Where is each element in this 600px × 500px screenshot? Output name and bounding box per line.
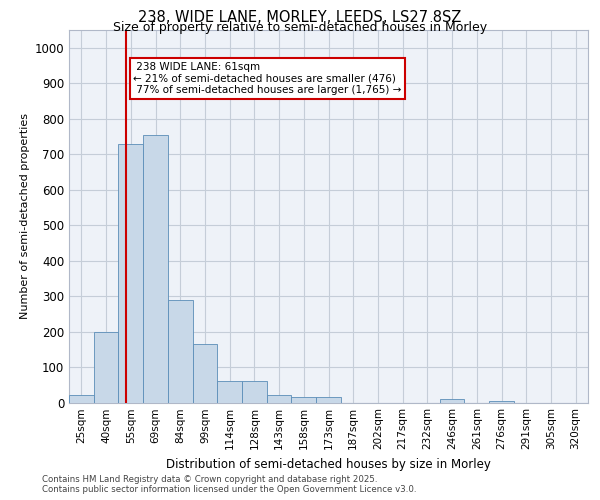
Bar bbox=[69, 396, 94, 402]
Bar bbox=[143, 134, 168, 402]
Text: Size of property relative to semi-detached houses in Morley: Size of property relative to semi-detach… bbox=[113, 21, 487, 34]
X-axis label: Distribution of semi-detached houses by size in Morley: Distribution of semi-detached houses by … bbox=[166, 458, 491, 471]
Bar bbox=[118, 144, 143, 402]
Text: Contains HM Land Registry data © Crown copyright and database right 2025.
Contai: Contains HM Land Registry data © Crown c… bbox=[42, 474, 416, 494]
Bar bbox=[94, 332, 118, 402]
Bar bbox=[440, 399, 464, 402]
Bar bbox=[292, 397, 316, 402]
Bar bbox=[217, 381, 242, 402]
Y-axis label: Number of semi-detached properties: Number of semi-detached properties bbox=[20, 114, 31, 320]
Bar bbox=[489, 400, 514, 402]
Text: 238 WIDE LANE: 61sqm
← 21% of semi-detached houses are smaller (476)
 77% of sem: 238 WIDE LANE: 61sqm ← 21% of semi-detac… bbox=[133, 62, 401, 95]
Bar bbox=[168, 300, 193, 403]
Text: 238, WIDE LANE, MORLEY, LEEDS, LS27 8SZ: 238, WIDE LANE, MORLEY, LEEDS, LS27 8SZ bbox=[139, 10, 461, 25]
Bar bbox=[242, 381, 267, 402]
Bar bbox=[267, 396, 292, 402]
Bar bbox=[193, 344, 217, 403]
Bar bbox=[316, 397, 341, 402]
